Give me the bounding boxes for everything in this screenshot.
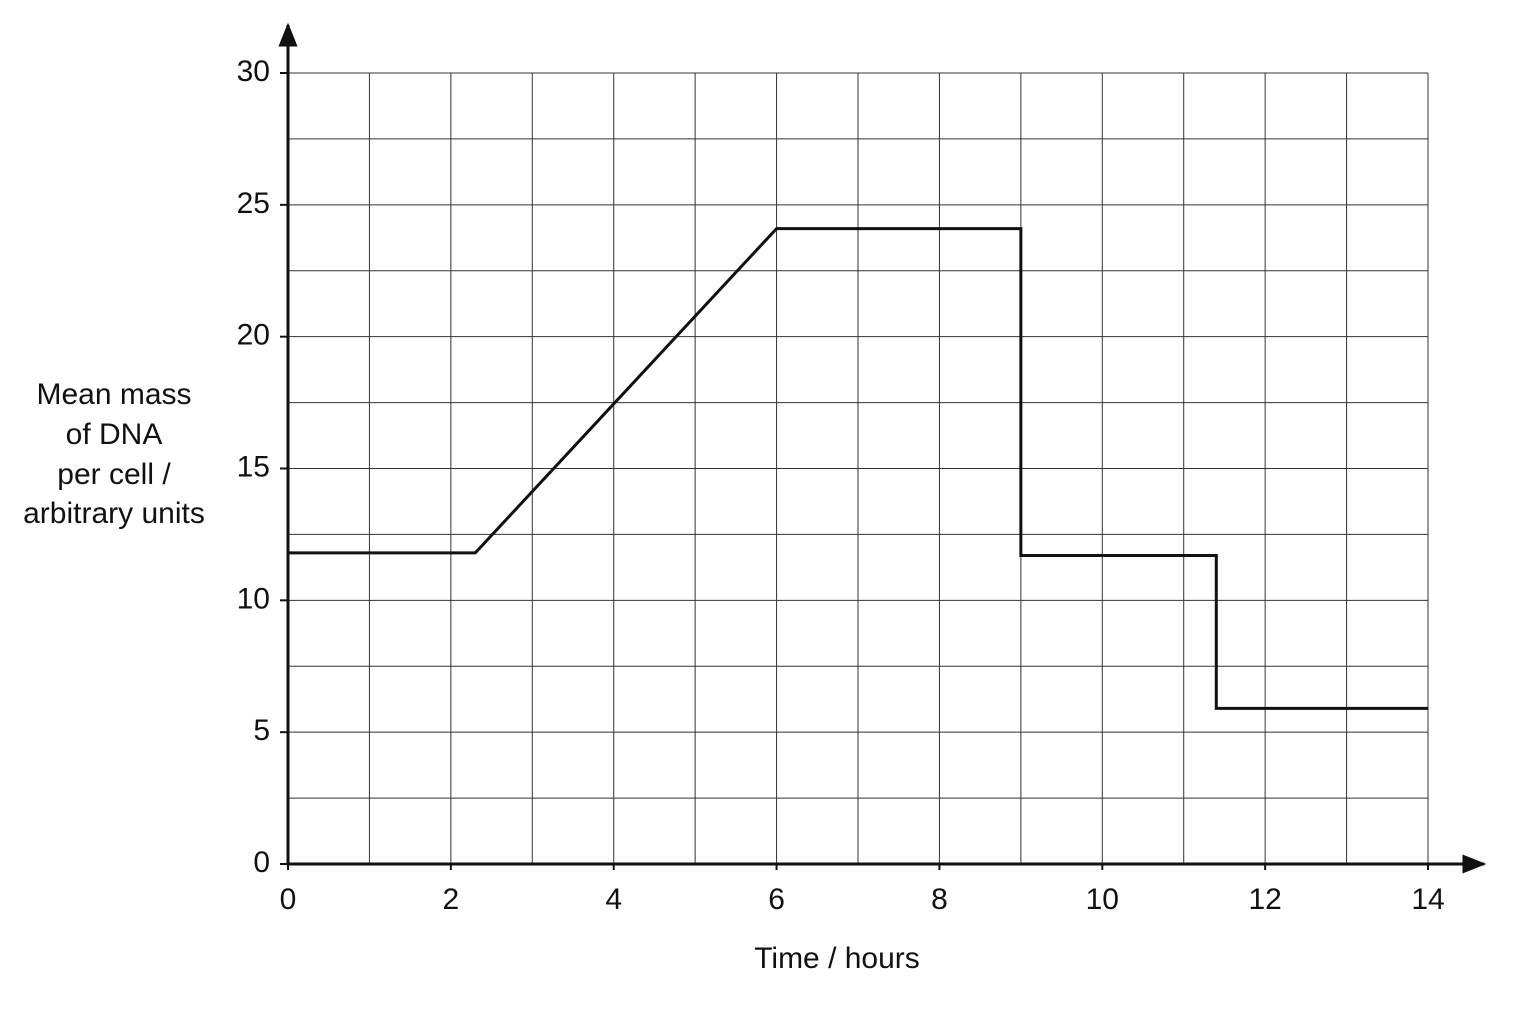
x-tick-label: 12 xyxy=(1248,883,1281,916)
y-tick-label: 30 xyxy=(237,55,270,88)
x-tick-label: 4 xyxy=(605,883,622,916)
y-tick-label: 15 xyxy=(237,450,270,483)
x-tick-label: 0 xyxy=(280,883,297,916)
x-tick-label: 6 xyxy=(768,883,785,916)
y-axis-label: arbitrary units xyxy=(23,497,205,530)
y-axis-label: Mean mass xyxy=(36,378,191,411)
x-tick-label: 14 xyxy=(1411,883,1444,916)
y-axis-label: of DNA xyxy=(66,418,163,451)
y-tick-label: 10 xyxy=(237,582,270,615)
x-axis-label: Time / hours xyxy=(754,942,920,975)
y-tick-label: 5 xyxy=(253,714,270,747)
x-tick-label: 2 xyxy=(443,883,460,916)
y-axis-label: per cell / xyxy=(57,458,171,491)
data-line xyxy=(288,227,1428,710)
y-tick-label: 0 xyxy=(253,846,270,879)
x-tick-label: 8 xyxy=(931,883,948,916)
x-tick-label: 10 xyxy=(1086,883,1119,916)
y-tick-label: 25 xyxy=(237,187,270,220)
y-tick-label: 20 xyxy=(237,319,270,352)
